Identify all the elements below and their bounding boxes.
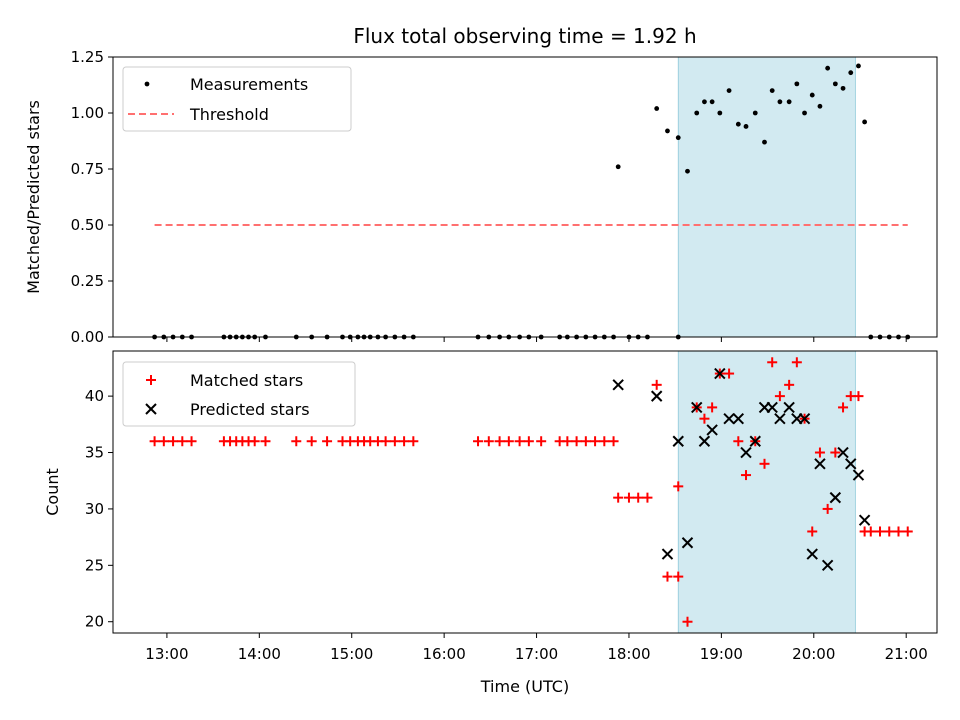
y-tick-label: 1.25 [71, 48, 104, 66]
x-tick-label: 21:00 [885, 645, 928, 663]
predicted-point-b [672, 435, 684, 447]
measurement-point [825, 65, 831, 71]
measurement-point [675, 135, 681, 141]
y-tick-label: 1.00 [71, 104, 104, 122]
predicted-point-b [749, 435, 761, 447]
predicted-point-b [845, 458, 857, 470]
bottom-legend: Matched stars Predicted stars [122, 361, 356, 427]
measurement-point [856, 63, 861, 69]
y-tick-label: 0.25 [71, 272, 104, 290]
predicted-point-b [798, 412, 811, 425]
predicted-point-b [723, 412, 735, 425]
x-tick-label: 16:00 [423, 645, 466, 663]
measurement-point [752, 110, 758, 116]
y-tick-label: 20 [85, 613, 104, 631]
legend-predicted-cross-b [145, 403, 157, 415]
predicted-point-b [852, 469, 865, 481]
series-matched-stars [149, 357, 913, 627]
predicted-point-b [829, 491, 842, 504]
measurement-point [817, 103, 823, 109]
predicted-point-b [740, 446, 752, 459]
x-tick-label: 17:00 [515, 645, 558, 663]
chart-title: Flux total observing time = 1.92 h [353, 24, 696, 48]
y-tick-label: 30 [85, 500, 104, 518]
bottom-legend-box [122, 361, 356, 427]
bottom-panel-counts: 20 25 30 35 40 13:00 14:00 15:00 16:00 17:00 18:00… [85, 350, 938, 663]
measurement-point [786, 99, 792, 105]
predicted-point-b [706, 424, 718, 436]
measurement-point [726, 88, 732, 93]
shaded-region [677, 350, 856, 634]
axes-frame [112, 56, 938, 338]
predicted-point-b [681, 537, 694, 549]
measurement-point [709, 99, 715, 105]
top-legend: Measurements Threshold [122, 66, 352, 132]
predicted-point-b [858, 514, 871, 526]
predicted-point-b [783, 401, 795, 414]
y-tick-label: 0.75 [71, 160, 104, 178]
legend-matched-marker [146, 375, 156, 385]
y-tick-label: 0.00 [71, 328, 104, 346]
measurement-point [685, 168, 690, 174]
top-y-axis-label: Matched/Predicted stars [24, 100, 43, 294]
legend-threshold-label: Threshold [189, 105, 269, 124]
measurement-point [777, 99, 783, 105]
y-tick-label: 35 [85, 444, 104, 462]
predicted-point-b [612, 379, 624, 391]
measurement-point [832, 81, 838, 87]
shaded-region [677, 56, 856, 338]
measurement-point [694, 110, 700, 116]
top-legend-box [122, 66, 352, 132]
measurement-point [848, 70, 854, 76]
legend-matched-label: Matched stars [190, 371, 303, 390]
measurement-point [762, 139, 767, 145]
x-tick-label: 18:00 [607, 645, 650, 663]
x-tick-label: 13:00 [145, 645, 188, 663]
measurement-point [809, 92, 815, 98]
predicted-point-b [766, 401, 778, 414]
series-predicted-stars [612, 367, 871, 572]
measurement-point [735, 121, 741, 127]
measurement-point [862, 119, 868, 125]
measurement-point [802, 110, 807, 116]
legend-predicted-marker [145, 403, 157, 415]
measurement-point [743, 124, 749, 129]
measurement-point [702, 99, 707, 105]
x-tick-label: 14:00 [238, 645, 281, 663]
predicted-point-b [814, 458, 826, 470]
predicted-point-b [774, 412, 786, 425]
predicted-point-b [821, 559, 834, 572]
y-tick-label: 0.50 [71, 216, 104, 234]
x-axis-label: Time (UTC) [480, 677, 569, 696]
measurement-point [840, 85, 846, 91]
legend-measurements-marker [144, 81, 150, 87]
measurement-point [654, 106, 660, 111]
measurement-point [615, 164, 621, 170]
bottom-y-axis-label: Count [43, 468, 62, 516]
predicted-point-b [698, 435, 711, 447]
axes-frame [112, 350, 938, 634]
top-panel-ratio: 0.00 0.25 0.50 0.75 1.00 1.25 [71, 48, 938, 346]
y-tick-label: 25 [85, 556, 104, 574]
measurement-point [717, 110, 723, 116]
measurement-point [769, 88, 775, 93]
x-tick-label: 19:00 [700, 645, 743, 663]
measurement-point [794, 81, 800, 87]
predicted-point-b [837, 446, 849, 459]
y-tick-label: 40 [85, 387, 104, 405]
predicted-point-b [691, 401, 703, 414]
predicted-point-b [714, 367, 726, 380]
x-tick-label: 20:00 [792, 645, 835, 663]
predicted-point-b [806, 548, 818, 560]
measurement-point [665, 128, 670, 134]
predicted-point-b [650, 390, 663, 402]
legend-measurements-label: Measurements [190, 75, 308, 94]
predicted-point-b [732, 412, 745, 425]
x-tick-label: 15:00 [330, 645, 373, 663]
legend-predicted-label: Predicted stars [190, 400, 310, 419]
predicted-point-b [661, 548, 674, 560]
